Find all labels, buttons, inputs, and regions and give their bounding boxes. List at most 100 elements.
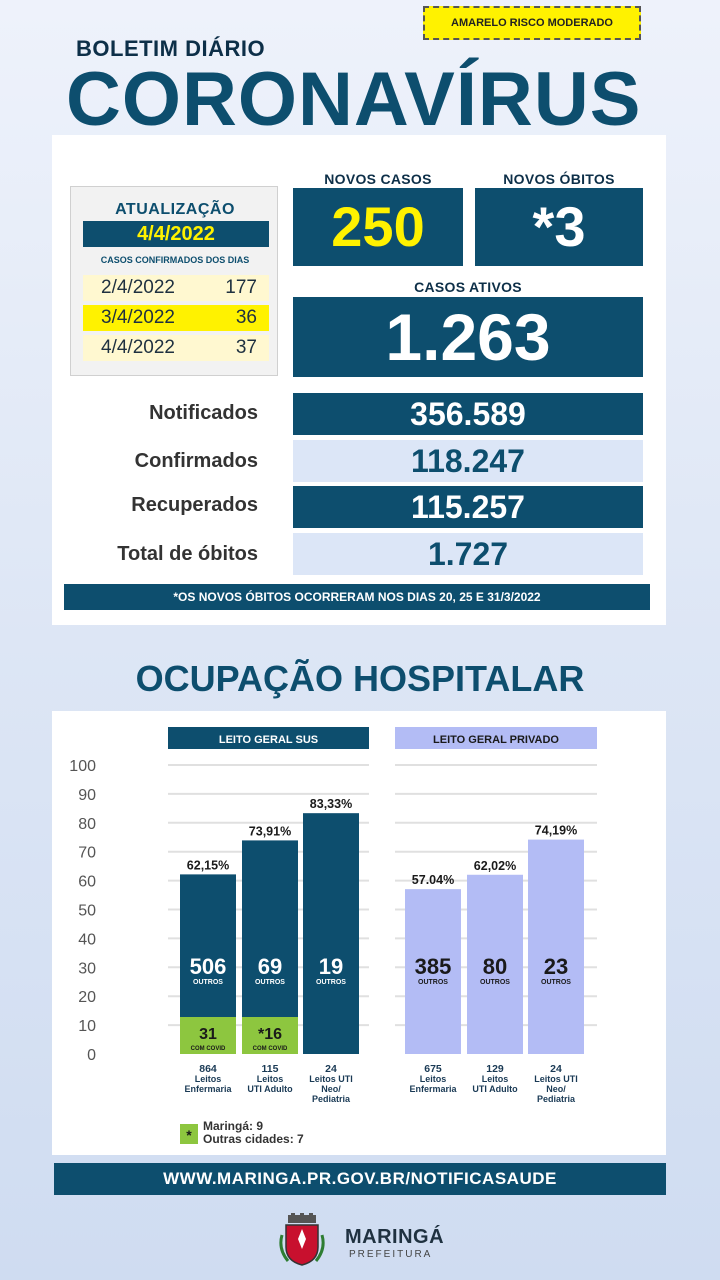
category-label: Leitos UTI	[534, 1074, 578, 1084]
y-tick-label: 100	[69, 758, 96, 775]
logo-subtitle: PREFEITURA	[349, 1249, 433, 1260]
category-count: 115	[262, 1063, 279, 1075]
y-tick-label: 20	[78, 989, 96, 1006]
others-caption: OUTROS	[316, 979, 346, 986]
category-label: Enfermaria	[409, 1084, 457, 1094]
total-deaths-label: Total de óbitos	[117, 543, 258, 565]
chart-header	[168, 727, 369, 749]
bar	[528, 839, 584, 1054]
day-count: 37	[235, 337, 257, 358]
category-label: Pediatria	[537, 1094, 576, 1104]
category-count: 24	[325, 1063, 337, 1075]
hospital-occupancy-title: OCUPAÇÃO HOSPITALAR	[135, 658, 585, 699]
others-caption: OUTROS	[541, 979, 571, 986]
category-label: Leitos	[257, 1074, 284, 1084]
confirmed-days-label: CASOS CONFIRMADOS DOS DIAS	[100, 255, 250, 265]
day-date: 3/4/2022	[101, 307, 175, 328]
chart-title: LEITO GERAL SUS	[219, 734, 318, 746]
category-label: UTI Adulto	[472, 1084, 518, 1094]
covid-segment	[242, 1017, 298, 1054]
new-cases-label: NOVOS CASOS	[324, 171, 432, 187]
bar	[405, 889, 461, 1054]
others-caption: OUTROS	[193, 979, 223, 986]
category-label: Enfermaria	[184, 1084, 232, 1094]
legend-text: Outras cidades: 7	[203, 1132, 304, 1146]
y-tick-label: 90	[78, 787, 96, 804]
confirmed-label: Confirmados	[134, 450, 258, 472]
category-label: Neo/	[546, 1084, 566, 1094]
occupancy-label: 83,33%	[310, 797, 352, 811]
legend-swatch	[180, 1124, 198, 1144]
y-tick-label: 40	[78, 931, 96, 948]
category-label: Leitos	[420, 1074, 447, 1084]
bar	[467, 874, 523, 1054]
category-label: Leitos	[195, 1074, 222, 1084]
y-tick-label: 60	[78, 874, 96, 891]
occupancy-label: 62,02%	[474, 859, 516, 873]
covid-caption: COM COVID	[191, 1046, 226, 1052]
others-count-label: 23	[544, 954, 568, 979]
category-label: UTI Adulto	[247, 1084, 293, 1094]
occupancy-label: 74,19%	[535, 824, 577, 838]
covid-segment	[180, 1017, 236, 1054]
legend-text: Maringá: 9	[203, 1119, 263, 1133]
category-count: 24	[550, 1063, 562, 1075]
bulletin-title: BOLETIM DIÁRIO	[76, 36, 266, 61]
others-count-label: 385	[415, 954, 452, 979]
new-cases-value: 250	[293, 188, 463, 266]
hospital-occupancy-chart: 0 10 20 30 40 50 60 70 80 90 100 LEITO GERAL SUS 31 C…	[69, 727, 597, 1146]
others-caption: OUTROS	[255, 979, 285, 986]
total-deaths-value: 1.727	[293, 533, 643, 575]
day-row: 3/4/2022 36	[83, 305, 269, 331]
y-tick-label: 30	[78, 960, 96, 977]
covid-count-label: 31	[199, 1026, 217, 1043]
day-count: 36	[235, 307, 257, 328]
chart-title: LEITO GERAL PRIVADO	[433, 734, 559, 746]
y-tick-label: 0	[87, 1047, 96, 1064]
day-date: 2/4/2022	[101, 277, 175, 298]
occupancy-label: 62,15%	[187, 858, 229, 872]
occupancy-label: 57.04%	[412, 873, 454, 887]
y-tick-label: 10	[78, 1018, 96, 1035]
update-panel: ATUALIZAÇÃO 4/4/2022 CASOS CONFIRMADOS D…	[70, 186, 278, 376]
category-label: Neo/	[321, 1084, 341, 1094]
new-deaths-value: *3	[475, 188, 643, 266]
category-count: 675	[424, 1063, 442, 1075]
category-label: Pediatria	[312, 1094, 351, 1104]
notified-value: 356.589	[293, 393, 643, 435]
covid-caption: COM COVID	[253, 1046, 288, 1052]
category-label: Leitos UTI	[309, 1074, 353, 1084]
others-caption: OUTROS	[480, 979, 510, 986]
others-count-label: 80	[483, 954, 507, 979]
others-count-label: 69	[258, 954, 282, 979]
notified-label: Notificados	[149, 402, 258, 424]
y-tick-label: 70	[78, 845, 96, 862]
new-deaths-label: NOVOS ÓBITOS	[503, 171, 615, 187]
day-count: 177	[225, 277, 257, 298]
day-row: 2/4/2022 177	[83, 275, 269, 301]
recovered-value: 115.257	[293, 486, 643, 528]
risk-level-badge: AMARELO RISCO MODERADO	[423, 6, 641, 40]
legend-symbol: *	[186, 1127, 192, 1143]
covid-count-label: *16	[258, 1026, 282, 1043]
active-cases-value: 1.263	[293, 297, 643, 377]
chart-header	[395, 727, 597, 749]
others-caption: OUTROS	[418, 979, 448, 986]
update-date: 4/4/2022	[83, 221, 269, 247]
others-count-label: 19	[319, 954, 343, 979]
recovered-label: Recuperados	[131, 494, 258, 516]
maringa-coat-of-arms-icon	[279, 1213, 325, 1266]
page-title: CORONAVÍRUS	[66, 57, 642, 142]
website-link[interactable]: WWW.MARINGA.PR.GOV.BR/NOTIFICASAUDE	[54, 1163, 666, 1195]
bar	[303, 813, 359, 1054]
logo-name: MARINGÁ	[345, 1226, 445, 1248]
day-date: 4/4/2022	[101, 337, 175, 358]
confirmed-value: 118.247	[293, 440, 643, 482]
y-tick-label: 50	[78, 903, 96, 920]
y-tick-label: 80	[78, 816, 96, 833]
occupancy-label: 73,91%	[249, 824, 291, 838]
category-label: Leitos	[482, 1074, 509, 1084]
category-count: 864	[199, 1063, 217, 1075]
category-count: 129	[486, 1063, 504, 1075]
others-count-label: 506	[190, 954, 227, 979]
